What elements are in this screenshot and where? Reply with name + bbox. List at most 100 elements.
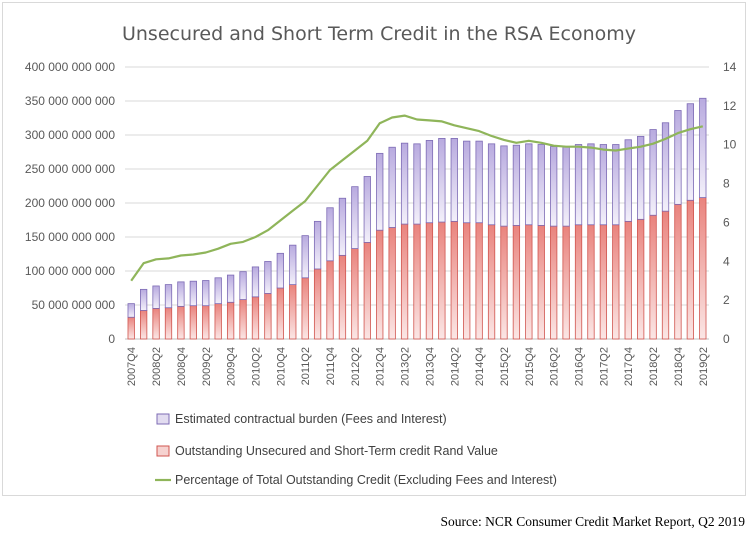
- bar-fees-interest: [463, 140, 471, 224]
- bar-outstanding-credit: [376, 229, 384, 340]
- bar-fees-interest: [376, 152, 384, 231]
- right-axis: 0 2 4 6 8 10 12 14: [723, 60, 737, 346]
- x-tick-label: 2009Q2: [201, 347, 213, 386]
- bar-fees-interest: [550, 146, 558, 227]
- bar-fees-interest: [239, 271, 247, 300]
- bar-outstanding-credit: [574, 224, 583, 340]
- bar-outstanding-credit: [599, 224, 608, 340]
- bar-outstanding-credit: [587, 224, 595, 340]
- bar-outstanding-credit: [500, 225, 508, 340]
- left-axis: 0 50 000 000 000 100 000 000 000 150 000 00…: [25, 60, 115, 346]
- x-tick-label: 2007Q4: [126, 347, 138, 386]
- y-left-tick-label: 200 000 000 000: [25, 196, 115, 210]
- bar-outstanding-credit: [251, 296, 260, 340]
- y-right-tick-label: 0: [723, 332, 730, 346]
- legend: Estimated contractual burden (Fees and I…: [155, 412, 557, 487]
- bar-fees-interest: [674, 110, 682, 205]
- bar-fees-interest: [301, 235, 309, 279]
- bar-outstanding-credit: [562, 225, 570, 340]
- chart-svg: Unsecured and Short Term Credit in the R…: [25, 23, 737, 487]
- bar-outstanding-credit: [289, 284, 297, 340]
- bar-outstanding-credit: [152, 307, 160, 340]
- bar-fees-interest: [351, 186, 359, 249]
- bar-fees-interest: [637, 135, 645, 220]
- bar-fees-interest: [438, 137, 446, 223]
- bar-fees-interest: [326, 207, 334, 262]
- x-axis: 2007Q4 2008Q2 2008Q4 2009Q2 2009Q4 2010Q2 2010…: [126, 347, 710, 386]
- bar-fees-interest: [450, 137, 458, 222]
- bar-outstanding-credit: [475, 222, 483, 340]
- bar-outstanding-credit: [413, 223, 421, 340]
- bar-fees-interest: [388, 146, 396, 228]
- x-tick-label: 2013Q2: [400, 347, 412, 386]
- x-tick-label: 2009Q4: [226, 347, 238, 386]
- bar-outstanding-credit: [140, 310, 148, 340]
- bar-fees-interest: [525, 143, 533, 226]
- bar-outstanding-credit: [189, 305, 197, 340]
- bar-outstanding-credit: [612, 224, 620, 340]
- bar-fees-interest: [562, 146, 570, 227]
- bar-fees-interest: [363, 176, 371, 243]
- bar-fees-interest: [226, 274, 235, 303]
- bar-outstanding-credit: [400, 223, 409, 340]
- bar-outstanding-credit: [226, 301, 235, 340]
- x-tick-label: 2016Q4: [574, 347, 586, 386]
- x-tick-label: 2010Q2: [250, 347, 262, 386]
- y-right-tick-label: 6: [723, 215, 730, 229]
- bar-outstanding-credit: [699, 197, 707, 340]
- legend-item-outstanding-credit: Outstanding Unsecured and Short-Term cre…: [156, 444, 498, 458]
- bar-outstanding-credit: [338, 254, 347, 340]
- x-tick-label: 2010Q4: [275, 347, 287, 386]
- bar-fees-interest: [537, 144, 545, 226]
- bar-outstanding-credit: [674, 203, 682, 340]
- bar-fees-interest: [512, 144, 521, 226]
- legend-label-outstanding-credit: Outstanding Unsecured and Short-Term cre…: [175, 444, 498, 458]
- bar-outstanding-credit: [164, 307, 173, 340]
- bar-fees-interest: [400, 142, 409, 225]
- y-left-tick-label: 250 000 000 000: [25, 162, 115, 176]
- x-tick-label: 2018Q4: [673, 347, 685, 386]
- legend-swatch-outstanding-credit: [156, 445, 170, 457]
- x-tick-label: 2015Q2: [499, 347, 511, 386]
- bar-outstanding-credit: [239, 299, 247, 340]
- line-percentage-total-credit: [130, 114, 704, 282]
- x-tick-label: 2013Q4: [424, 347, 436, 386]
- bar-fees-interest: [574, 144, 583, 226]
- bar-fees-interest: [649, 129, 657, 216]
- x-tick-label: 2008Q2: [151, 347, 163, 386]
- x-tick-label: 2014Q2: [449, 347, 461, 386]
- bar-outstanding-credit: [202, 305, 210, 340]
- bar-outstanding-credit: [537, 225, 545, 340]
- bar-fees-interest: [127, 303, 135, 318]
- bar-outstanding-credit: [512, 225, 521, 340]
- bar-fees-interest: [699, 97, 707, 198]
- bar-fees-interest: [152, 285, 160, 309]
- bar-outstanding-credit: [363, 242, 371, 340]
- x-tick-label: 2008Q4: [176, 347, 188, 386]
- bar-fees-interest: [276, 252, 284, 289]
- x-tick-label: 2019Q2: [698, 347, 710, 386]
- x-tick-label: 2016Q2: [549, 347, 561, 386]
- x-tick-label: 2015Q4: [524, 347, 536, 386]
- x-tick-label: 2014Q4: [474, 347, 486, 386]
- legend-swatch-fees-interest: [156, 413, 170, 425]
- bar-outstanding-credit: [214, 303, 222, 340]
- bar-outstanding-credit: [661, 210, 670, 340]
- y-left-tick-label: 300 000 000 000: [25, 128, 115, 142]
- bar-outstanding-credit: [388, 227, 396, 340]
- bar-outstanding-credit: [637, 218, 645, 340]
- bar-fees-interest: [140, 288, 148, 311]
- bar-fees-interest: [164, 284, 173, 309]
- percentage-line: [130, 114, 704, 282]
- y-left-tick-label: 100 000 000 000: [25, 264, 115, 278]
- chart-frame: Unsecured and Short Term Credit in the R…: [2, 2, 746, 496]
- bar-outstanding-credit: [276, 287, 284, 340]
- bar-outstanding-credit: [425, 222, 434, 340]
- bar-fees-interest: [202, 280, 210, 307]
- bar-fees-interest: [251, 266, 260, 298]
- bar-outstanding-credit: [624, 220, 632, 340]
- y-right-tick-label: 8: [723, 177, 730, 191]
- y-right-tick-label: 14: [723, 60, 737, 74]
- y-left-tick-label: 0: [108, 332, 115, 346]
- bar-outstanding-credit: [649, 214, 657, 340]
